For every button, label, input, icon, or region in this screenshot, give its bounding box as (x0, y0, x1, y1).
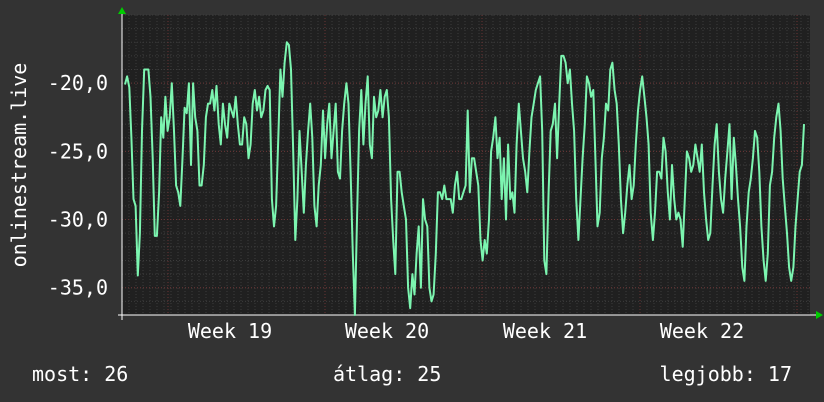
series-line (124, 41, 805, 316)
x-tick-label: Week 21 (503, 319, 587, 343)
grid (122, 14, 810, 316)
y-tick-label: -25,0 (48, 139, 108, 163)
x-tick-label: Week 19 (188, 319, 272, 343)
axes (118, 7, 823, 320)
footer-best: legjobb: 17 (659, 362, 792, 386)
y-tick-label: -20,0 (48, 71, 108, 95)
y-tick-label: -30,0 (48, 208, 108, 232)
y-axis-label: onlinestream.live (7, 63, 31, 268)
y-tick-label: -35,0 (48, 276, 108, 300)
y-ticks: -20,0 -25,0 -30,0 -35,0 (48, 71, 108, 300)
x-tick-label: Week 22 (660, 319, 744, 343)
x-axis-arrow (816, 311, 823, 319)
footer-average: átlag: 25 (333, 362, 442, 386)
x-ticks: Week 19 Week 20 Week 21 Week 22 (188, 319, 744, 343)
y-axis-arrow (118, 7, 126, 14)
footer-current: most: 26 (32, 362, 129, 386)
x-tick-label: Week 20 (345, 319, 429, 343)
